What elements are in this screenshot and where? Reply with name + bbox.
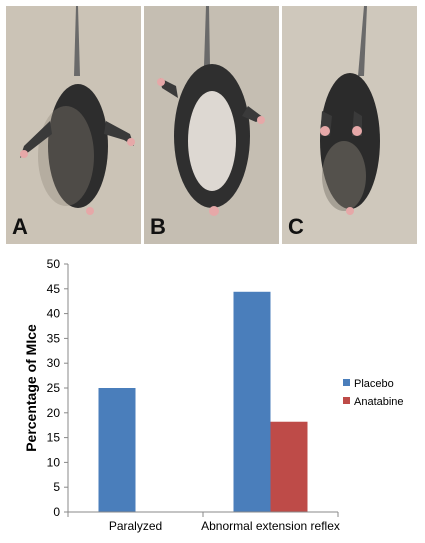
mouse-photo-a [6,6,141,244]
bar-placebo-1 [233,291,271,512]
y-tick-label: 10 [47,455,61,469]
y-tick-label: 40 [47,307,61,321]
y-tick-label: 15 [47,431,61,445]
bars [98,291,308,512]
photo-panel-b: B [144,6,279,244]
panel-label-c: C [288,214,304,239]
photo-panel-c: C [282,6,417,244]
y-axis-ticks: 0 5 10 15 20 25 30 35 40 45 50 [47,257,68,519]
y-tick-label: 20 [47,406,61,420]
mouse-photo-b [144,6,279,244]
photo-panel-a: A [6,6,141,244]
legend-label-placebo: Placebo [354,378,394,390]
x-tick-label: Paralyzed [109,519,162,533]
y-tick-label: 0 [53,505,60,519]
y-tick-label: 25 [47,381,61,395]
bar-placebo-0 [98,388,136,512]
legend-swatch-anatabine [343,397,350,404]
legend: Placebo Anatabine [343,378,404,408]
bar-anatabine-1 [270,421,308,512]
mouse-photo-c [282,6,417,244]
legend-swatch-placebo [343,379,350,386]
y-axis-title: Percentage of MIce [23,324,39,452]
panel-label-b: B [150,214,166,239]
x-axis-labels: Paralyzed Abnormal extension reflex [67,512,340,533]
y-tick-label: 50 [47,257,61,271]
y-tick-label: 35 [47,331,61,345]
y-tick-label: 5 [53,480,60,494]
y-tick-label: 45 [47,282,61,296]
panel-label-a: A [12,214,28,239]
bar-chart: 0 5 10 15 20 25 30 35 40 45 50 Paralyzed Abnormal e… [23,257,404,533]
y-tick-label: 30 [47,356,61,370]
legend-label-anatabine: Anatabine [354,396,404,408]
x-tick-label: Abnormal extension reflex [201,519,340,533]
